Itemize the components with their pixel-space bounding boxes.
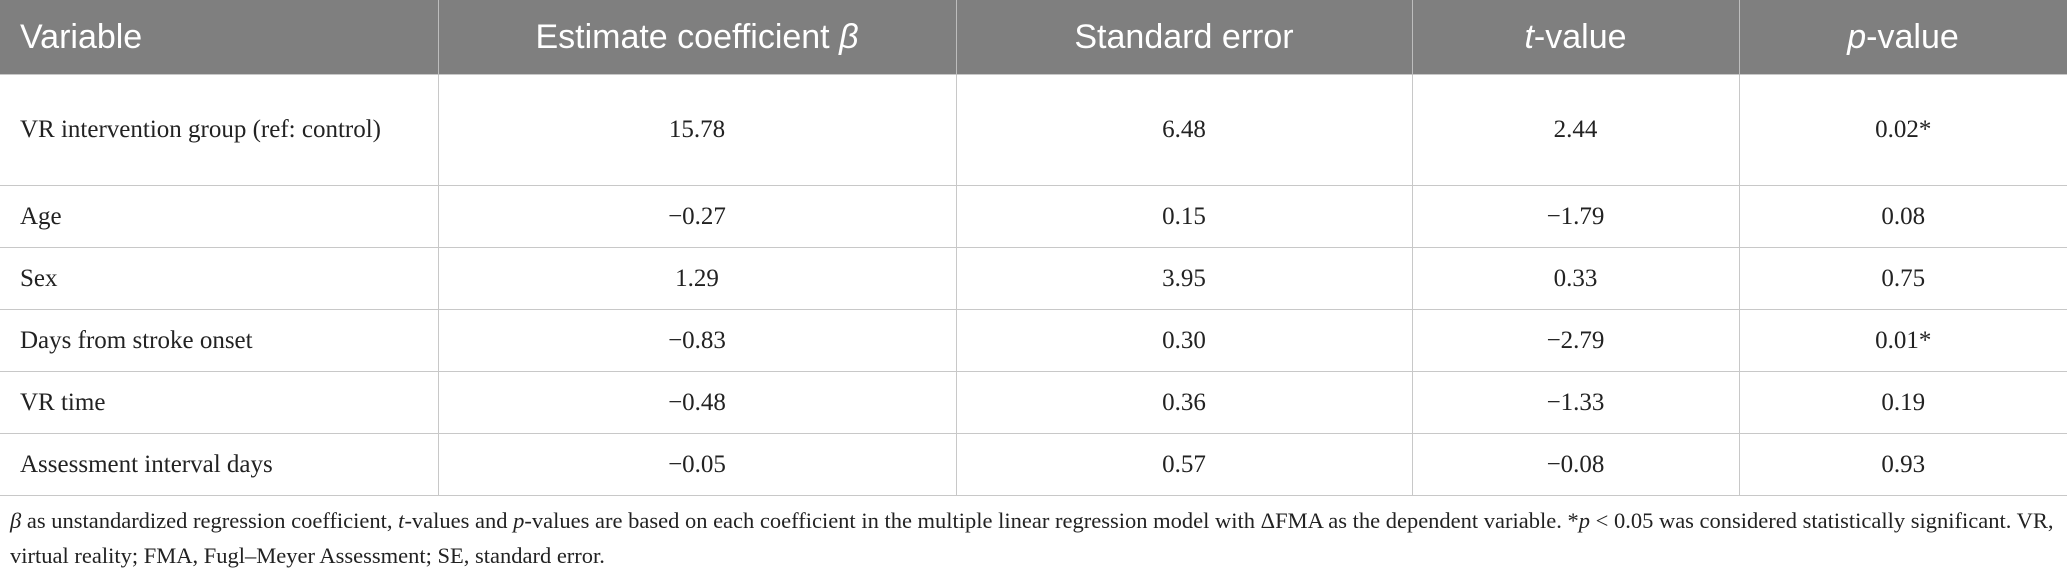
text-run: -values and — [404, 508, 514, 533]
text-run: -values are based on each coefficient in… — [524, 508, 1579, 533]
table-cell: VR intervention group (ref: control) — [0, 74, 439, 186]
text-run: -value — [1533, 17, 1627, 56]
text-run: p — [513, 508, 525, 533]
table-row: Days from stroke onset −0.83 0.30 −2.79 0.01… — [0, 309, 2067, 372]
table-cell: 2.44 — [1411, 74, 1740, 186]
header-row: Variable Estimate coefficient β Standard e… — [0, 0, 2067, 75]
text-run: as unstandardized regression coefficient… — [21, 508, 399, 533]
table-cell: Sex — [0, 247, 439, 310]
table-cell: 0.57 — [955, 433, 1413, 496]
table-row: Sex 1.29 3.95 0.33 0.75 — [0, 247, 2067, 310]
table-row: Assessment interval days −0.05 0.57 −0.08 0.… — [0, 433, 2067, 496]
header-cell: Standard error — [956, 0, 1413, 75]
table-cell: 1.29 — [437, 247, 957, 310]
table-cell: 0.75 — [1738, 247, 2067, 310]
regression-table: Variable Estimate coefficient β Standard e… — [0, 0, 2067, 496]
text-run: t — [398, 508, 405, 533]
text-run: Estimate coefficient — [535, 17, 840, 56]
table-cell: 0.02* — [1738, 74, 2067, 186]
table-cell: 0.01* — [1738, 309, 2067, 372]
text-run: < 0.05 was considered statistically sign… — [10, 508, 2054, 568]
table-cell: −0.83 — [437, 309, 957, 372]
table-cell: −0.27 — [437, 185, 957, 248]
table-cell: Assessment interval days — [0, 433, 439, 496]
table-cell: 0.15 — [955, 185, 1413, 248]
text-run: β — [10, 508, 22, 533]
text-run: p — [1847, 17, 1867, 56]
table-cell: −1.79 — [1411, 185, 1740, 248]
table-row: Age −0.27 0.15 −1.79 0.08 — [0, 185, 2067, 248]
header-cell: Estimate coefficient β — [438, 0, 957, 75]
text-run: Variable — [20, 17, 143, 56]
table-cell: −0.48 — [437, 371, 957, 434]
table-cell: 0.19 — [1738, 371, 2067, 434]
table-cell: 0.33 — [1411, 247, 1740, 310]
table-cell: −2.79 — [1411, 309, 1740, 372]
text-run: Standard error — [1074, 17, 1294, 56]
table-body: VR intervention group (ref: control) 15.7… — [0, 74, 2067, 496]
text-run: t — [1524, 17, 1534, 56]
table-row: VR time −0.48 0.36 −1.33 0.19 — [0, 371, 2067, 434]
table-cell: 15.78 — [437, 74, 957, 186]
text-run: -value — [1866, 17, 1959, 56]
table-cell: Days from stroke onset — [0, 309, 439, 372]
table-cell: 3.95 — [955, 247, 1413, 310]
header-cell: t-value — [1412, 0, 1740, 75]
table-cell: 0.08 — [1738, 185, 2067, 248]
table-cell: VR time — [0, 371, 439, 434]
table-cell: 0.93 — [1738, 433, 2067, 496]
table-cell: 0.36 — [955, 371, 1413, 434]
footnote: β as unstandardized regression coefficie… — [10, 504, 2057, 574]
text-run: β — [839, 17, 859, 56]
table-cell: Age — [0, 185, 439, 248]
text-run: p — [1578, 508, 1590, 533]
header-cell: p-value — [1739, 0, 2067, 75]
table-cell: −0.08 — [1411, 433, 1740, 496]
table-row: VR intervention group (ref: control) 15.7… — [0, 74, 2067, 186]
header-cell: Variable — [0, 0, 439, 75]
table-cell: 0.30 — [955, 309, 1413, 372]
table-cell: −0.05 — [437, 433, 957, 496]
table-cell: −1.33 — [1411, 371, 1740, 434]
table-cell: 6.48 — [955, 74, 1413, 186]
